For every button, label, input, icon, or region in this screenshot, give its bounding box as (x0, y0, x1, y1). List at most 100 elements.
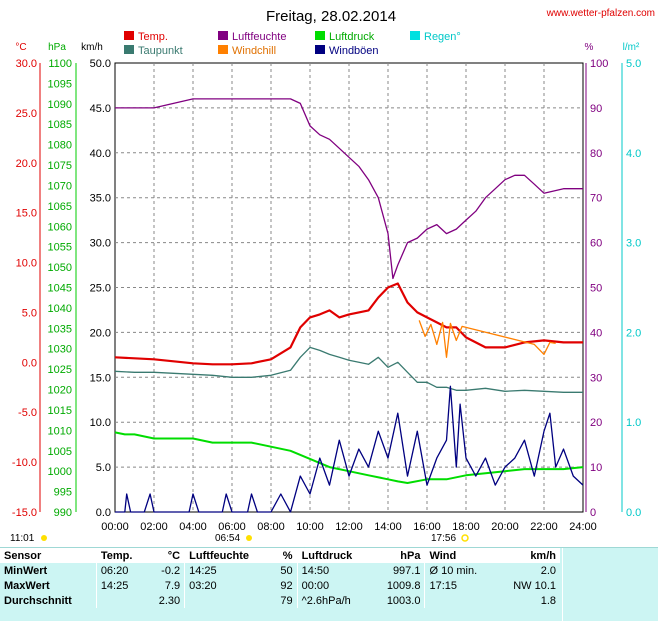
humidity-tick-label: 0 (590, 507, 596, 519)
pressure-tick-label: 1010 (48, 425, 72, 437)
stats-temp-time: 06:20 (95, 563, 147, 578)
stats-wind-time: 17:15 (424, 578, 496, 593)
x-tick-label: 22:00 (530, 521, 558, 533)
legend-label: Taupunkt (138, 45, 183, 57)
stats-temp-value: 7.9 (164, 579, 181, 592)
x-tick-label: 16:00 (413, 521, 441, 533)
rain-tick-label: 1.0 (626, 417, 641, 429)
series-windb-en (115, 385, 584, 513)
wind-tick-label: 45.0 (90, 103, 111, 115)
wind-tick-label: 20.0 (90, 327, 111, 339)
stats-label: Durchschnitt (4, 594, 72, 607)
wind-tick-label: 50.0 (90, 58, 111, 70)
legend-swatch (218, 45, 228, 54)
series-temp- (114, 282, 583, 366)
stats-pressure-time: ^2.6hPa/h (296, 593, 372, 608)
wind-unit-label: km/h (81, 42, 103, 53)
temp-unit-label: °C (15, 42, 26, 53)
stats-humidity-time: 03:20 (184, 578, 271, 593)
x-tick-label: 04:00 (179, 521, 207, 533)
site-link[interactable]: www.wetter-pfalzen.com (546, 8, 655, 19)
stats-label: MinWert (4, 564, 48, 577)
x-tick-label: 18:00 (452, 521, 480, 533)
temp-tick-label: 25.0 (16, 108, 37, 120)
x-tick-label: 20:00 (491, 521, 519, 533)
pressure-tick-label: 1035 (48, 323, 72, 335)
humidity-tick-label: 20 (590, 417, 602, 429)
rain-tick-label: 5.0 (626, 58, 641, 70)
stats-humidity-time: 14:25 (184, 563, 271, 578)
pressure-tick-label: 1050 (48, 262, 72, 274)
legend-swatch (315, 45, 325, 54)
stats-header-sensor: Sensor (4, 549, 42, 562)
humidity-tick-label: 30 (590, 372, 602, 384)
legend-swatch (124, 45, 134, 54)
stats-wind-value: 1.8 (540, 594, 556, 607)
legend-label: Windchill (232, 45, 276, 57)
pressure-tick-label: 1030 (48, 344, 72, 356)
stats-temp-value: 2.30 (158, 594, 181, 607)
legend-swatch (218, 31, 228, 40)
pressure-tick-label: 1060 (48, 221, 72, 233)
stats-temp-time (95, 593, 147, 608)
temp-tick-label: -5.0 (18, 407, 37, 419)
stats-row-average: Durchschnitt 2.30 79 ^2.6hPa/h 1003.0 1.… (0, 593, 560, 608)
stats-empty-column (562, 548, 658, 621)
stats-row-min: MinWert 06:20 -0.2 14:25 50 14:50 997.1 … (0, 563, 560, 578)
temp-tick-label: 20.0 (16, 158, 37, 170)
rain-tick-label: 0.0 (626, 507, 641, 519)
humidity-tick-label: 100 (590, 58, 608, 70)
moon-time: 11:01 (10, 533, 35, 544)
stats-humidity-value: 50 (280, 564, 293, 577)
chart-legend: Temp. Luftfeuchte Luftdruck Regen° Taupunkt W… (124, 31, 461, 57)
stats-humidity-value: 79 (280, 594, 293, 607)
stats-humidity-time (184, 593, 271, 608)
temp-tick-label: 0.0 (22, 357, 37, 369)
sunrise-time: 06:54 (215, 533, 240, 544)
rain-unit-label: l/m² (623, 42, 640, 53)
sunset-icon (461, 534, 469, 542)
series-windchill (418, 320, 556, 358)
pressure-tick-label: 1100 (48, 58, 72, 70)
stats-temp-value: -0.2 (161, 564, 181, 577)
legend-label: Luftdruck (329, 31, 375, 43)
stats-pressure-value: 1009.8 (386, 579, 421, 592)
temp-tick-label: -15.0 (12, 507, 37, 519)
x-tick-label: 02:00 (140, 521, 168, 533)
stats-wind-time: Ø 10 min. (424, 563, 496, 578)
wind-tick-label: 5.0 (96, 462, 111, 474)
stats-header-wind: Wind (424, 548, 496, 563)
x-tick-label: 10:00 (296, 521, 324, 533)
humidity-tick-label: 50 (590, 283, 602, 295)
pressure-tick-label: 1080 (48, 140, 72, 152)
series-luftfeuchte (115, 98, 583, 280)
humidity-tick-label: 70 (590, 193, 602, 205)
stats-wind-value: 2.0 (540, 564, 556, 577)
temp-tick-label: 30.0 (16, 58, 37, 70)
axes: 30.0 25.0 20.0 15.0 10.0 5.0 0.0 -5.0 -10.0 -15.0… (12, 58, 641, 533)
legend-label: Windböen (329, 45, 379, 57)
stats-header-pressure: Luftdruck (296, 548, 372, 563)
pressure-tick-label: 1090 (48, 99, 72, 111)
pressure-tick-label: 1040 (48, 303, 72, 315)
stats-pressure-value: 997.1 (392, 564, 421, 577)
temp-tick-label: -10.0 (12, 457, 37, 469)
wind-tick-label: 0.0 (96, 507, 111, 519)
pressure-tick-label: 995 (54, 487, 72, 499)
wind-tick-label: 30.0 (90, 238, 111, 250)
stats-wind-value: NW 10.1 (513, 579, 556, 592)
x-tick-label: 08:00 (257, 521, 285, 533)
pressure-tick-label: 1055 (48, 242, 72, 254)
wind-tick-label: 15.0 (90, 372, 111, 384)
temp-tick-label: 15.0 (16, 208, 37, 220)
stats-label: MaxWert (4, 579, 50, 592)
stats-wind-time (424, 593, 496, 608)
temp-tick-label: 5.0 (22, 307, 37, 319)
legend-swatch (315, 31, 325, 40)
humidity-tick-label: 60 (590, 238, 602, 250)
sun-row: 11:01 06:54 17:56 (10, 533, 469, 544)
pressure-tick-label: 1095 (48, 78, 72, 90)
stats-header-row: Sensor Temp. °C Luftfeuchte % Luftdruck … (0, 548, 560, 563)
stats-temp-time: 14:25 (95, 578, 147, 593)
legend-label: Luftfeuchte (232, 31, 286, 43)
